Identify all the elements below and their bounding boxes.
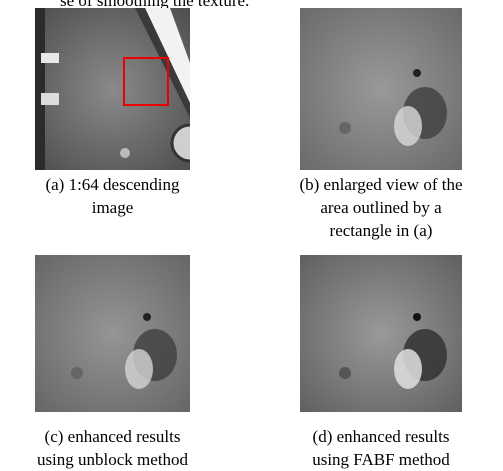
caption-line: (d) enhanced results <box>270 425 492 448</box>
caption-line: rectangle in (a) <box>270 219 492 242</box>
caption-line: using FABF method <box>270 448 492 471</box>
caption-line: (b) enlarged view of the <box>270 173 492 196</box>
page: se of smoothing the texture. <box>0 0 503 471</box>
image-a <box>35 8 190 170</box>
caption-line: (a) 1:64 descending <box>10 173 215 196</box>
caption-a: (a) 1:64 descending image <box>10 173 215 219</box>
image-b <box>300 8 462 170</box>
caption-c: (c) enhanced results using unblock metho… <box>10 425 215 471</box>
caption-d: (d) enhanced results using FABF method <box>270 425 492 471</box>
image-d <box>300 255 462 412</box>
caption-b: (b) enlarged view of the area outlined b… <box>270 173 492 242</box>
image-c <box>35 255 190 412</box>
caption-line: (c) enhanced results <box>10 425 215 448</box>
caption-line: area outlined by a <box>270 196 492 219</box>
caption-line: image <box>10 196 215 219</box>
caption-line: using unblock method <box>10 448 215 471</box>
